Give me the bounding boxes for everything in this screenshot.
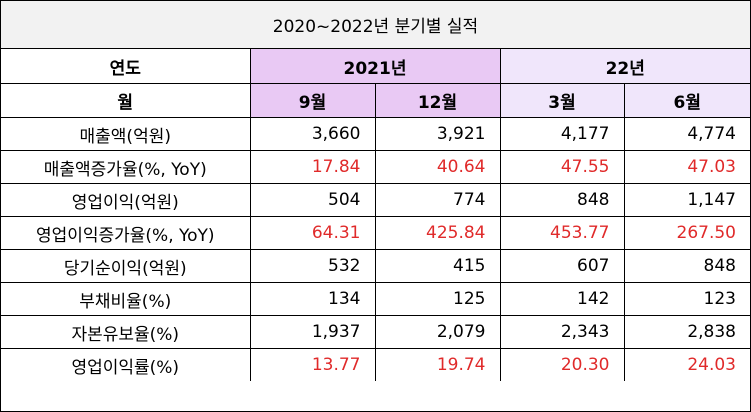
value-cell: 24.03 [623,348,750,381]
value-cell: 125 [374,282,501,316]
value-cell: 47.03 [623,150,750,184]
row-label: 자본유보율(%) [1,315,251,349]
table-row: 부채비율(%) 134 125 142 123 [1,282,750,316]
year-group-2021: 2021년 [249,49,501,84]
row-label: 영업이익(억원) [1,183,251,217]
value-cell: 504 [249,183,376,217]
value-cell: 2,079 [374,315,501,349]
year-group-22: 22년 [499,49,750,84]
value-cell: 19.74 [374,348,501,381]
value-cell: 4,177 [499,117,625,151]
quarterly-results-table: 연도 2021년 22년 월 9월 12월 3월 6월 매출액(억원) 3,660… [1,49,750,381]
month-header-cell: 3월 [499,83,625,118]
row-label: 매출액증가율(%, YoY) [1,150,251,184]
value-cell: 453.77 [499,216,625,250]
value-cell: 40.64 [374,150,501,184]
value-cell: 123 [623,282,750,316]
year-header-row: 연도 2021년 22년 [1,49,750,84]
value-cell: 2,838 [623,315,750,349]
value-cell: 3,660 [249,117,376,151]
table-row: 자본유보율(%) 1,937 2,079 2,343 2,838 [1,315,750,349]
table-row: 영업이익(억원) 504 774 848 1,147 [1,183,750,217]
table-row: 당기순이익(억원) 532 415 607 848 [1,249,750,283]
value-cell: 848 [499,183,625,217]
value-cell: 17.84 [249,150,376,184]
row-label: 부채비율(%) [1,282,251,316]
table-row: 영업이익률(%) 13.77 19.74 20.30 24.03 [1,348,750,381]
value-cell: 1,937 [249,315,376,349]
value-cell: 64.31 [249,216,376,250]
table-row: 매출액(억원) 3,660 3,921 4,177 4,774 [1,117,750,151]
value-cell: 848 [623,249,750,283]
value-cell: 13.77 [249,348,376,381]
month-header-cell: 12월 [374,83,501,118]
month-header-cell: 9월 [249,83,376,118]
value-cell: 2,343 [499,315,625,349]
row-label: 당기순이익(억원) [1,249,251,283]
value-cell: 532 [249,249,376,283]
table-row: 매출액증가율(%, YoY) 17.84 40.64 47.55 47.03 [1,150,750,184]
value-cell: 1,147 [623,183,750,217]
row-label: 영업이익증가율(%, YoY) [1,216,251,250]
month-header-label: 월 [1,83,251,118]
value-cell: 415 [374,249,501,283]
value-cell: 425.84 [374,216,501,250]
value-cell: 142 [499,282,625,316]
value-cell: 20.30 [499,348,625,381]
row-label: 매출액(억원) [1,117,251,151]
row-label: 영업이익률(%) [1,348,251,381]
value-cell: 3,921 [374,117,501,151]
value-cell: 607 [499,249,625,283]
month-header-cell: 6월 [623,83,750,118]
value-cell: 134 [249,282,376,316]
value-cell: 774 [374,183,501,217]
year-header-label: 연도 [1,49,251,84]
value-cell: 267.50 [623,216,750,250]
value-cell: 4,774 [623,117,750,151]
table-row: 영업이익증가율(%, YoY) 64.31 425.84 453.77 267.50 [1,216,750,250]
sheet-title: 2020~2022년 분기별 실적 [1,1,750,49]
month-header-row: 월 9월 12월 3월 6월 [1,83,750,118]
value-cell: 47.55 [499,150,625,184]
